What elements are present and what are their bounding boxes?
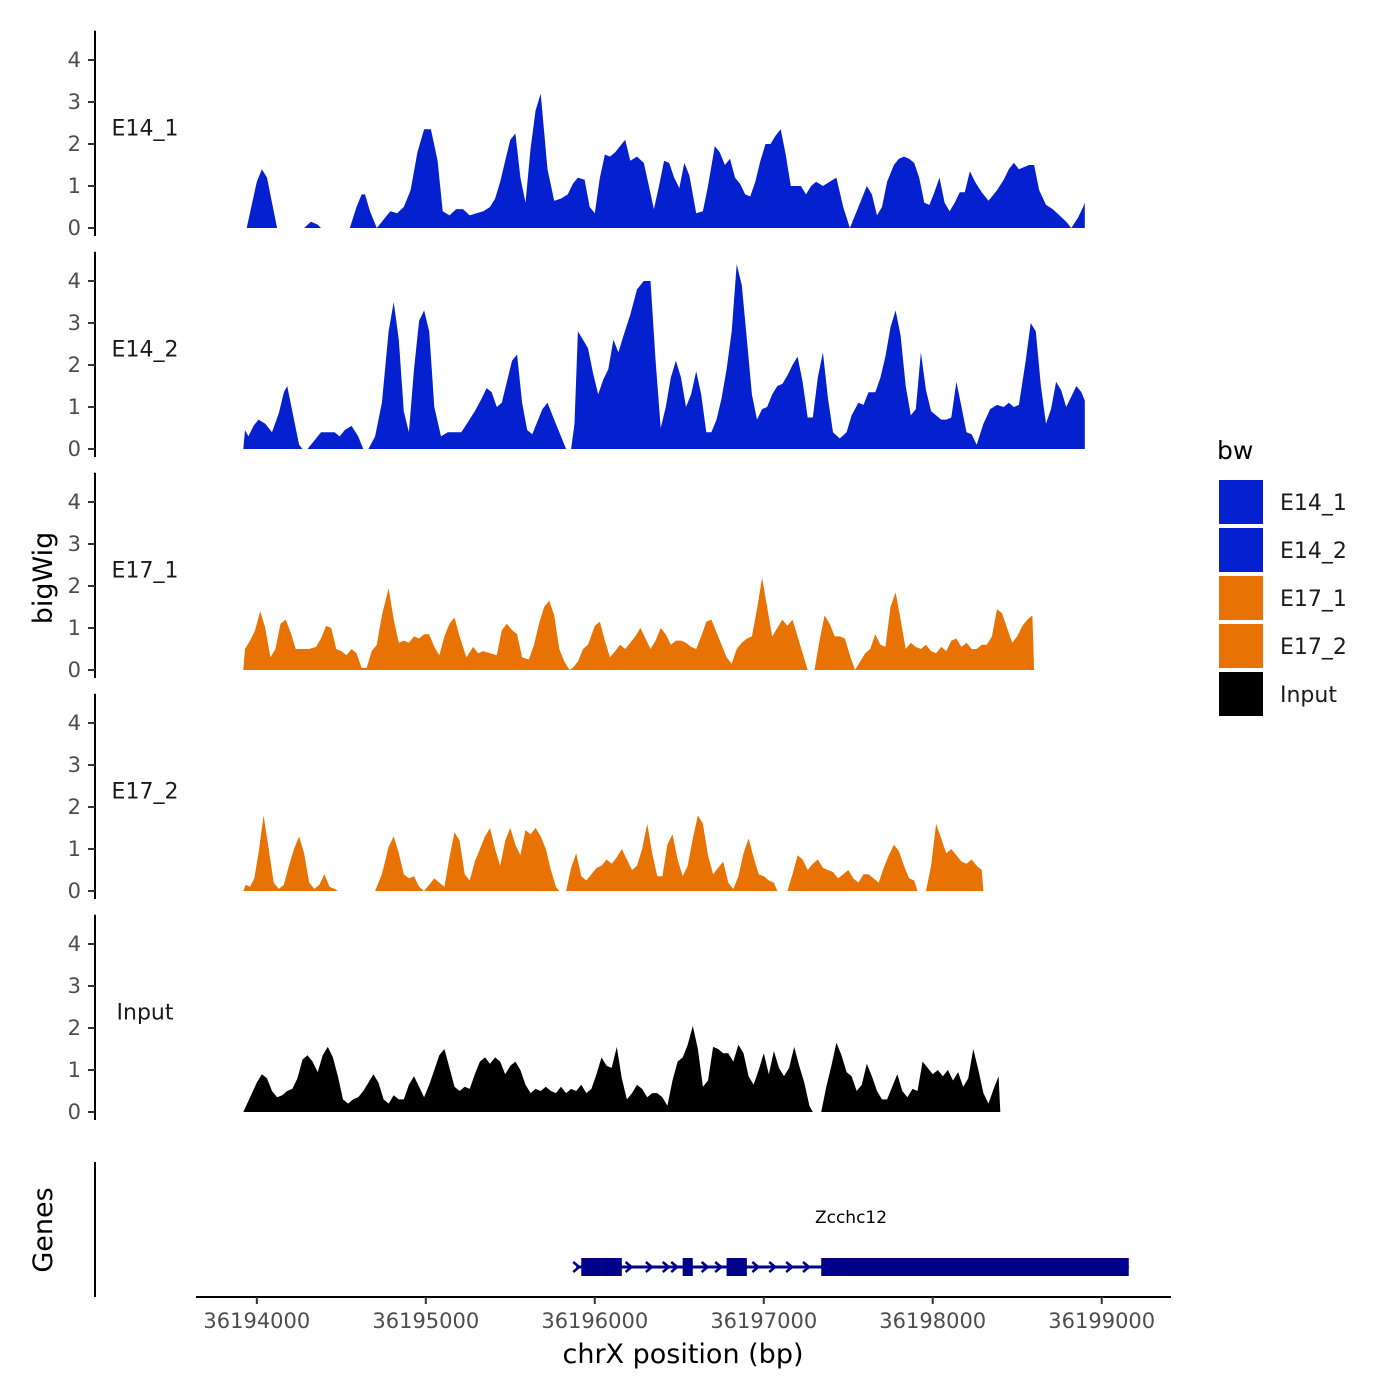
legend-title: bw	[1217, 436, 1253, 465]
x-axis-title: chrX position (bp)	[562, 1339, 803, 1370]
gene-exon	[682, 1258, 693, 1276]
x-tick-label: 36198000	[879, 1309, 986, 1333]
y-axis-title: bigWig	[28, 532, 59, 625]
legend-key-e17_1	[1219, 576, 1263, 620]
track-e17_1: 0 1 2 3 4 E17_1	[68, 472, 1035, 682]
gene-track: Zcchc12	[94, 1162, 1129, 1297]
coverage-tracks: 0 1 2 3 4 E14_1 0 1 2 3 4 E14_2 0 1 2 3 4 E17_1 0 1 2 3 4 E17_2…	[68, 30, 1085, 1124]
y-tick-label: 0	[68, 879, 81, 903]
x-tick-label: 36194000	[203, 1309, 310, 1333]
track-e14_1: 0 1 2 3 4 E14_1	[68, 30, 1085, 240]
gene-exon	[581, 1258, 602, 1276]
legend-label: E14_2	[1280, 539, 1347, 564]
y-tick-label: 0	[68, 1100, 81, 1124]
x-axis-ticks: 36194000 36195000 36196000 36197000 36198000…	[203, 1297, 1155, 1333]
gene-exon	[601, 1258, 622, 1276]
track-e14_2: 0 1 2 3 4 E14_2	[68, 251, 1085, 461]
y-tick-label: 4	[68, 269, 81, 293]
track-label: E14_2	[112, 338, 179, 363]
track-label: E17_2	[112, 780, 179, 805]
x-tick-label: 36197000	[710, 1309, 817, 1333]
y-tick-label: 4	[68, 48, 81, 72]
track-label: E17_1	[112, 559, 179, 584]
y-tick-label: 0	[68, 216, 81, 240]
y-tick-label: 1	[68, 174, 81, 198]
y-tick-label: 0	[68, 437, 81, 461]
y-tick-label: 4	[68, 932, 81, 956]
y-tick-label: 3	[68, 753, 81, 777]
x-tick-label: 36195000	[372, 1309, 479, 1333]
coverage-area-e17_1	[243, 577, 1035, 670]
track-label: Input	[117, 1001, 174, 1026]
strand-arrow	[661, 1261, 671, 1273]
strand-arrow	[700, 1261, 710, 1273]
gene-exon	[821, 1258, 1129, 1276]
legend-label: E17_1	[1280, 587, 1347, 612]
strand-arrow	[645, 1261, 654, 1273]
strand-arrow	[802, 1261, 811, 1273]
legend: bw E14_1 E14_2 E17_1 E17_2 Input	[1217, 436, 1347, 716]
track-label: E14_1	[112, 117, 179, 142]
y-tick-label: 1	[68, 395, 81, 419]
legend-key-e14_1	[1219, 480, 1263, 524]
y-tick-label: 0	[68, 658, 81, 682]
track-input: 0 1 2 3 4 Input	[68, 914, 1001, 1124]
y-tick-label: 1	[68, 1058, 81, 1082]
coverage-area-e14_1	[246, 93, 1085, 228]
legend-label: E14_1	[1280, 491, 1347, 516]
legend-label: E17_2	[1280, 635, 1347, 660]
y-tick-label: 1	[68, 837, 81, 861]
y-tick-label: 3	[68, 311, 81, 335]
gene-axis-title: Genes	[28, 1187, 59, 1272]
legend-label: Input	[1280, 683, 1337, 708]
gene-exon	[726, 1258, 747, 1276]
y-tick-label: 3	[68, 90, 81, 114]
y-tick-label: 4	[68, 711, 81, 735]
x-tick-label: 36196000	[541, 1309, 648, 1333]
strand-arrow	[572, 1261, 582, 1273]
x-tick-label: 36199000	[1048, 1309, 1155, 1333]
y-tick-label: 4	[68, 490, 81, 514]
y-tick-label: 2	[68, 574, 81, 598]
strand-arrow	[751, 1261, 761, 1273]
track-e17_2: 0 1 2 3 4 E17_2	[68, 693, 984, 903]
gene-name-label: Zcchc12	[815, 1208, 887, 1228]
y-tick-label: 3	[68, 974, 81, 998]
coverage-area-input	[243, 1025, 1001, 1112]
strand-arrow	[714, 1261, 724, 1273]
strand-arrow	[624, 1261, 634, 1273]
y-tick-label: 2	[68, 795, 81, 819]
coverage-area-e17_2	[243, 815, 984, 891]
y-tick-label: 2	[68, 353, 81, 377]
coverage-area-e14_2	[243, 264, 1085, 449]
legend-key-input	[1219, 672, 1263, 716]
y-tick-label: 2	[68, 132, 81, 156]
y-tick-label: 1	[68, 616, 81, 640]
strand-arrow	[768, 1261, 778, 1273]
legend-key-e17_2	[1219, 624, 1263, 668]
y-tick-label: 3	[68, 532, 81, 556]
strand-arrow	[670, 1261, 680, 1273]
y-tick-label: 2	[68, 1016, 81, 1040]
legend-key-e14_2	[1219, 528, 1263, 572]
strand-arrow	[785, 1261, 795, 1273]
